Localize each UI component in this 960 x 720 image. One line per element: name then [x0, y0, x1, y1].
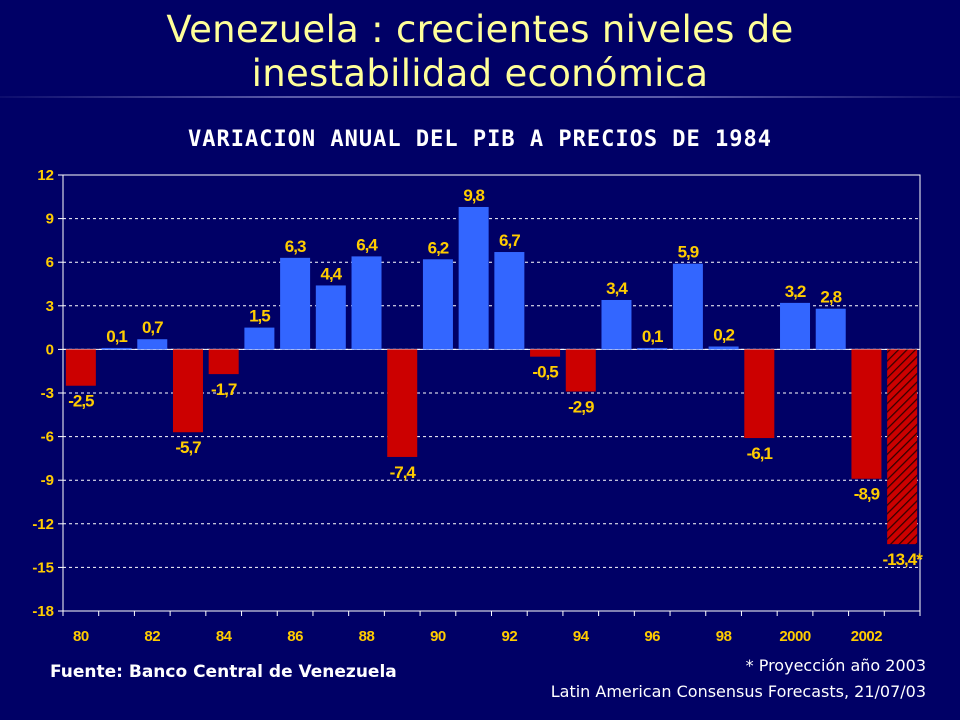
data-label-1996: 0,1	[642, 327, 663, 346]
x-tick-label: 90	[430, 628, 446, 645]
bar-1993	[530, 349, 561, 357]
data-label-2000: 3,2	[785, 282, 806, 301]
data-label-1988: 6,4	[356, 235, 378, 254]
bar-1997	[672, 263, 703, 350]
data-label-1992: 6,7	[499, 231, 520, 250]
data-label-1989: -7,4	[390, 463, 417, 482]
data-label-1983: -5,7	[175, 438, 201, 457]
bar-1992	[494, 252, 525, 350]
bars	[65, 206, 918, 545]
data-label-2003: -13,4*	[882, 550, 923, 569]
data-label-1997: 5,9	[678, 243, 699, 262]
data-label-1981: 0,1	[106, 327, 127, 346]
data-label-1990: 6,2	[428, 238, 449, 257]
bar-1988	[351, 256, 382, 350]
x-tick-label: 98	[716, 628, 732, 645]
y-axis: 12 9 6 3 0 -3 -6 -9 -12 -15 -18	[32, 167, 63, 620]
bar-1994	[565, 349, 596, 392]
x-tick-label: 88	[359, 628, 375, 645]
bar-1989	[387, 349, 418, 457]
y-tick-label: 3	[46, 298, 54, 315]
bar-1990	[422, 259, 453, 350]
data-labels: -2,5 0,1 0,7 -5,7 -1,7 1,5 6,3 4,4 6,4 -7,4 6,2 9,8…	[68, 186, 924, 569]
x-tick-label: 2002	[851, 628, 883, 645]
bar-1984	[208, 349, 239, 375]
bar-1991	[458, 206, 489, 350]
forecast-note: Latin American Consensus Forecasts, 21/0…	[550, 682, 926, 701]
x-tick-label: 2000	[779, 628, 811, 645]
bar-1980	[65, 349, 96, 386]
bar-1986	[280, 257, 311, 350]
data-label-1984: -1,7	[211, 380, 237, 399]
data-label-1995: 3,4	[606, 279, 628, 298]
bar-1987	[315, 285, 346, 350]
bar-1983	[172, 349, 203, 433]
data-label-1999: -6,1	[747, 444, 773, 463]
data-label-1998: 0,2	[713, 325, 734, 344]
x-tick-label: 96	[644, 628, 660, 645]
bar-1981	[101, 347, 132, 350]
y-tick-label: 12	[37, 167, 54, 184]
slide-title-line2: inestabilidad económica	[251, 52, 709, 95]
slide-title-line1: Venezuela : crecientes niveles de	[166, 8, 794, 51]
chart-title: VARIACION ANUAL DEL PIB A PRECIOS DE 198…	[187, 127, 773, 152]
data-label-2001: 2,8	[820, 288, 841, 307]
bar-1996	[637, 347, 668, 350]
slide-title: Venezuela : crecientes niveles de inesta…	[0, 8, 960, 96]
y-tick-label: -18	[32, 603, 54, 620]
bar-1998	[708, 346, 739, 350]
x-tick-label: 86	[287, 628, 303, 645]
bar-1985	[244, 327, 275, 350]
x-tick-label: 84	[216, 628, 233, 645]
y-tick-label: -12	[32, 516, 54, 533]
gridlines	[63, 218, 920, 568]
data-label-2002: -8,9	[854, 485, 880, 504]
x-tick-label: 94	[573, 628, 590, 645]
data-label-1991: 9,8	[463, 186, 484, 205]
bar-1982	[137, 339, 168, 350]
source-note: Fuente: Banco Central de Venezuela	[50, 662, 397, 682]
projection-note: * Proyección año 2003	[745, 656, 926, 675]
data-label-1982: 0,7	[142, 318, 163, 337]
y-tick-label: -3	[41, 385, 54, 402]
data-label-1985: 1,5	[249, 307, 270, 326]
x-tick-label: 80	[73, 628, 89, 645]
bar-1995	[601, 299, 632, 350]
x-tick-label: 92	[502, 628, 518, 645]
data-label-1986: 6,3	[285, 237, 306, 256]
x-tick-label: 82	[144, 628, 160, 645]
bar-2003	[887, 349, 918, 545]
bar-1999	[744, 349, 775, 439]
bar-2002	[851, 349, 882, 479]
y-tick-label: 0	[46, 341, 54, 358]
y-tick-label: 6	[46, 254, 54, 271]
bar-2000	[780, 302, 811, 350]
y-tick-label: 9	[46, 211, 54, 228]
title-divider	[0, 96, 960, 98]
data-label-1994: -2,9	[568, 398, 594, 417]
data-label-1993: -0,5	[532, 363, 558, 382]
bar-2001	[815, 308, 846, 350]
y-tick-label: -6	[41, 429, 54, 446]
data-label-1987: 4,4	[320, 264, 342, 283]
x-axis: 80 82 84 86 88 90 92 94 96 98 2000 2002	[62, 611, 921, 645]
y-tick-label: -9	[41, 472, 54, 489]
data-label-1980: -2,5	[68, 392, 94, 411]
y-tick-label: -15	[32, 559, 54, 576]
